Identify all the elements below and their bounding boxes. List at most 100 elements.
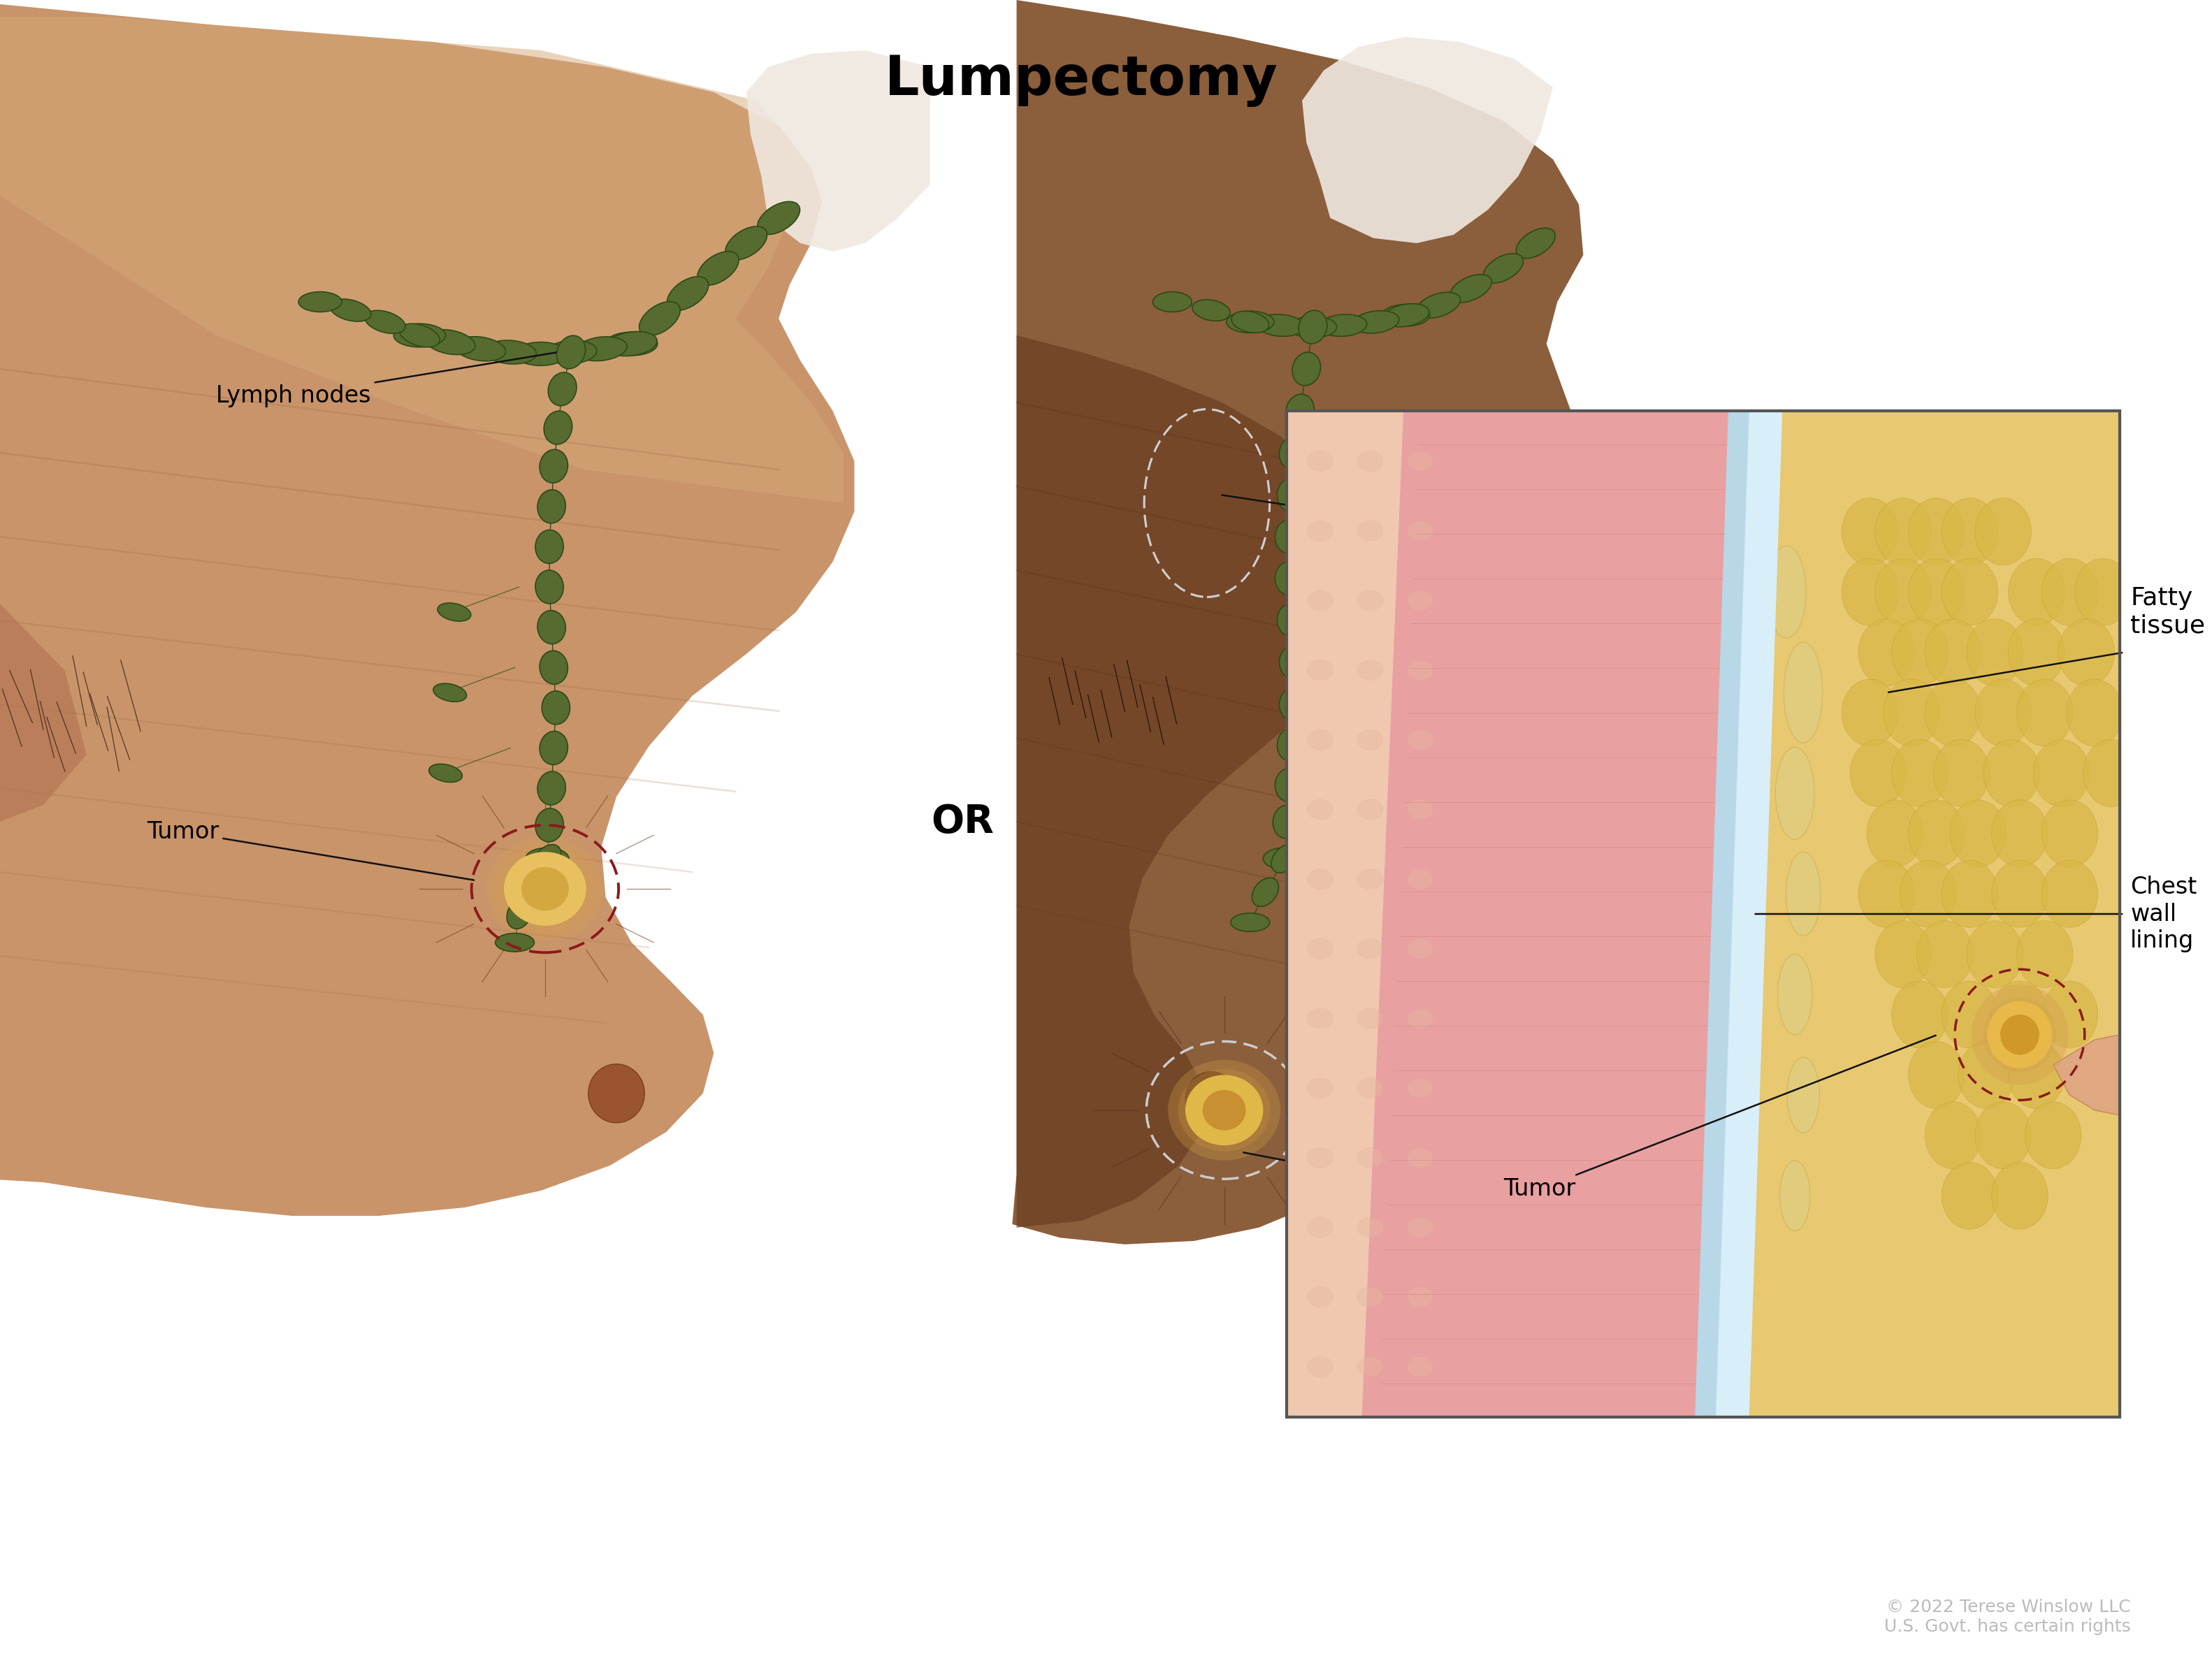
Polygon shape bbox=[1287, 411, 1495, 1417]
Ellipse shape bbox=[1382, 304, 1429, 327]
Text: Tumor: Tumor bbox=[146, 820, 473, 880]
Ellipse shape bbox=[1916, 921, 1973, 988]
Ellipse shape bbox=[540, 731, 568, 765]
Ellipse shape bbox=[1186, 1075, 1263, 1145]
Ellipse shape bbox=[1186, 1072, 1237, 1125]
Ellipse shape bbox=[1407, 590, 1433, 610]
Ellipse shape bbox=[1407, 1147, 1433, 1167]
Ellipse shape bbox=[1358, 1357, 1382, 1377]
Polygon shape bbox=[0, 17, 843, 503]
Ellipse shape bbox=[1924, 1102, 1982, 1169]
Ellipse shape bbox=[1407, 729, 1433, 750]
Ellipse shape bbox=[1876, 498, 1931, 565]
Ellipse shape bbox=[1984, 740, 2039, 807]
Ellipse shape bbox=[1407, 451, 1433, 471]
Ellipse shape bbox=[504, 852, 586, 926]
Ellipse shape bbox=[2057, 619, 2115, 686]
Ellipse shape bbox=[1276, 728, 1305, 761]
Ellipse shape bbox=[1168, 1060, 1281, 1160]
Ellipse shape bbox=[1274, 562, 1303, 595]
Ellipse shape bbox=[1966, 619, 2024, 686]
Ellipse shape bbox=[1252, 877, 1279, 907]
Polygon shape bbox=[745, 50, 929, 252]
Polygon shape bbox=[0, 587, 86, 838]
Ellipse shape bbox=[484, 340, 535, 364]
Ellipse shape bbox=[1307, 729, 1334, 750]
Polygon shape bbox=[0, 0, 854, 1216]
Ellipse shape bbox=[1767, 547, 1805, 639]
Ellipse shape bbox=[1909, 558, 1964, 626]
Ellipse shape bbox=[1975, 498, 2031, 565]
Ellipse shape bbox=[330, 299, 372, 322]
FancyBboxPatch shape bbox=[1287, 411, 2119, 1417]
Ellipse shape bbox=[2008, 1041, 2064, 1108]
Ellipse shape bbox=[544, 340, 597, 364]
Ellipse shape bbox=[557, 335, 586, 369]
Ellipse shape bbox=[1192, 300, 1230, 320]
Text: OR: OR bbox=[931, 803, 993, 840]
Ellipse shape bbox=[487, 837, 604, 941]
Ellipse shape bbox=[495, 932, 535, 951]
Ellipse shape bbox=[1407, 800, 1433, 820]
Ellipse shape bbox=[535, 570, 564, 604]
Text: Fatty
tissue: Fatty tissue bbox=[2130, 587, 2205, 637]
Ellipse shape bbox=[2017, 921, 2073, 988]
Ellipse shape bbox=[544, 411, 573, 444]
Ellipse shape bbox=[1776, 748, 1814, 838]
Ellipse shape bbox=[1407, 522, 1433, 542]
Ellipse shape bbox=[515, 342, 566, 366]
Ellipse shape bbox=[1891, 740, 1949, 807]
Ellipse shape bbox=[1843, 679, 1898, 746]
Ellipse shape bbox=[1951, 800, 2006, 867]
Ellipse shape bbox=[1298, 310, 1327, 344]
Ellipse shape bbox=[606, 332, 657, 356]
Ellipse shape bbox=[2024, 1102, 2081, 1169]
Ellipse shape bbox=[575, 337, 626, 361]
Ellipse shape bbox=[1407, 1078, 1433, 1098]
Ellipse shape bbox=[1307, 1147, 1334, 1167]
Ellipse shape bbox=[1882, 679, 1940, 746]
Ellipse shape bbox=[1307, 1008, 1334, 1028]
Ellipse shape bbox=[1942, 558, 1997, 626]
Ellipse shape bbox=[1358, 1078, 1382, 1098]
Ellipse shape bbox=[1991, 981, 2048, 1048]
Ellipse shape bbox=[1407, 1218, 1433, 1238]
Text: © 2022 Terese Winslow LLC
U.S. Govt. has certain rights: © 2022 Terese Winslow LLC U.S. Govt. has… bbox=[1885, 1598, 2130, 1635]
Ellipse shape bbox=[1307, 451, 1334, 471]
Ellipse shape bbox=[697, 252, 739, 285]
Polygon shape bbox=[1303, 37, 1553, 243]
Ellipse shape bbox=[504, 852, 586, 926]
Ellipse shape bbox=[1900, 860, 1955, 927]
Ellipse shape bbox=[365, 310, 405, 334]
Text: Tumor: Tumor bbox=[1243, 1152, 1575, 1221]
Ellipse shape bbox=[540, 651, 568, 684]
Ellipse shape bbox=[1876, 921, 1931, 988]
Ellipse shape bbox=[1858, 860, 1916, 927]
Ellipse shape bbox=[538, 610, 566, 644]
Ellipse shape bbox=[2033, 740, 2090, 807]
Ellipse shape bbox=[522, 867, 568, 911]
Ellipse shape bbox=[1276, 604, 1305, 637]
Ellipse shape bbox=[1358, 661, 1382, 681]
Polygon shape bbox=[1013, 0, 1584, 1244]
Ellipse shape bbox=[1276, 478, 1305, 511]
Ellipse shape bbox=[1984, 996, 2057, 1073]
Ellipse shape bbox=[438, 604, 471, 620]
Ellipse shape bbox=[1358, 1008, 1382, 1028]
Ellipse shape bbox=[1358, 729, 1382, 750]
Ellipse shape bbox=[1909, 1041, 1964, 1108]
Ellipse shape bbox=[1321, 314, 1367, 337]
Ellipse shape bbox=[2008, 558, 2064, 626]
Ellipse shape bbox=[1232, 312, 1270, 332]
Ellipse shape bbox=[540, 449, 568, 483]
Ellipse shape bbox=[1358, 451, 1382, 471]
Ellipse shape bbox=[1203, 1090, 1245, 1130]
Polygon shape bbox=[1694, 411, 1761, 1417]
Ellipse shape bbox=[1152, 292, 1192, 312]
Ellipse shape bbox=[1785, 852, 1820, 936]
Ellipse shape bbox=[1858, 619, 1916, 686]
Ellipse shape bbox=[1358, 1218, 1382, 1238]
Ellipse shape bbox=[668, 277, 708, 310]
Ellipse shape bbox=[1942, 498, 1997, 565]
Ellipse shape bbox=[1307, 869, 1334, 889]
